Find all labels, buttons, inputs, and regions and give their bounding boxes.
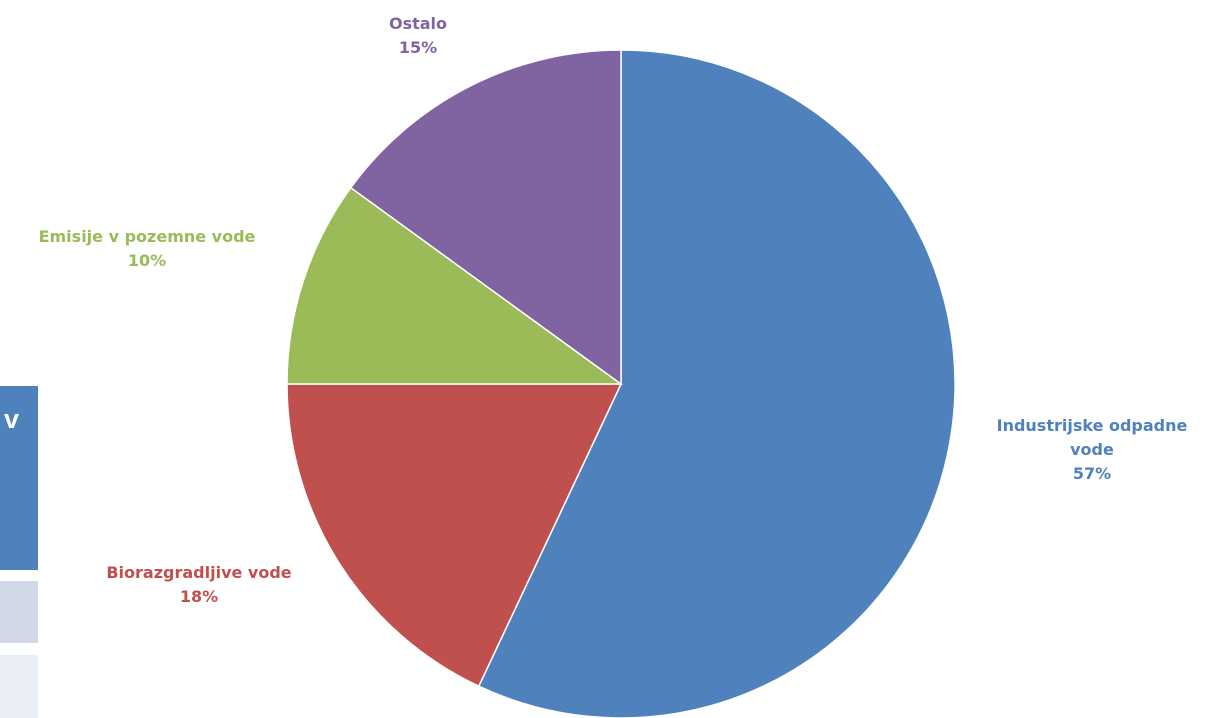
table-row — [0, 581, 38, 643]
table-header-text: v — [4, 404, 20, 434]
slice-percent: 10% — [128, 251, 166, 270]
slice-percent: 15% — [399, 38, 437, 57]
pie-slice — [286, 186, 624, 385]
slice-label-line: Biorazgradljive vode — [106, 563, 291, 582]
slice-label: Biorazgradljive vode 18% — [106, 563, 291, 606]
slice-label-line: Ostalo — [389, 14, 447, 33]
slice-label: Industrijske odpadne vode 57% — [997, 416, 1188, 483]
pie-slice — [477, 49, 956, 718]
slice-label: Ostalo 15% — [389, 14, 447, 57]
slice-percent: 18% — [180, 587, 218, 606]
table-row — [0, 655, 38, 718]
pie-slice — [286, 383, 623, 688]
slice-percent: 57% — [1073, 464, 1111, 483]
pie-slice — [349, 49, 622, 386]
table-header-cell: v — [0, 386, 38, 570]
pie-slices — [286, 49, 956, 718]
slice-label: Emisije v pozemne vode 10% — [39, 227, 256, 270]
slice-label-line: vode — [1070, 440, 1114, 459]
pie-labels: Industrijske odpadne vode 57% Biorazgradlji… — [39, 14, 1188, 606]
cropped-table: v — [0, 386, 38, 718]
slice-label-line: Industrijske odpadne — [997, 416, 1188, 435]
slice-label-line: Emisije v pozemne vode — [39, 227, 256, 246]
